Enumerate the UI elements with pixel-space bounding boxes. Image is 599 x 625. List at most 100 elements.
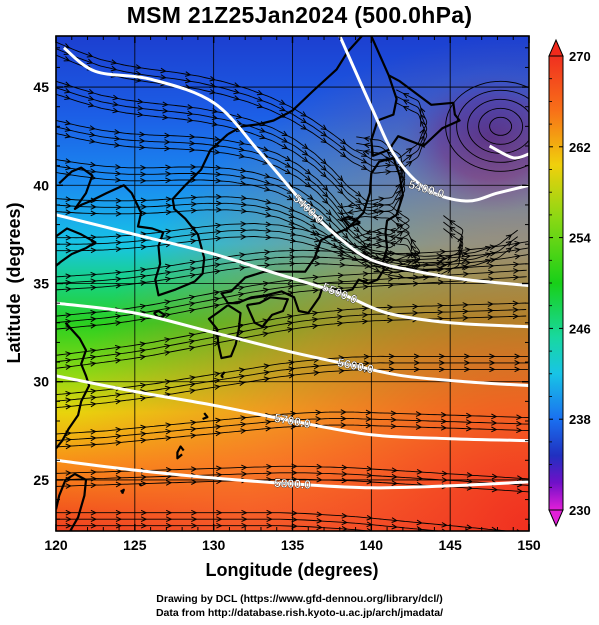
wind-arrowhead — [241, 522, 248, 529]
wind-arrowhead — [209, 82, 216, 88]
wind-arrowhead — [488, 263, 495, 269]
wind-arrowhead — [191, 509, 198, 516]
wind-arrowhead — [215, 235, 222, 242]
wind-arrowhead — [284, 155, 292, 162]
y-tick-label: 25 — [33, 472, 49, 488]
wind-arrowhead — [241, 464, 248, 471]
wind-arrowhead — [238, 146, 246, 153]
wind-arrowhead — [115, 246, 123, 253]
wind-arrowhead — [215, 465, 223, 472]
wind-arrowhead — [162, 114, 169, 121]
wind-arrowhead — [259, 133, 266, 140]
wind-arrowhead — [241, 471, 248, 477]
wind-arrowhead — [240, 180, 247, 187]
wind-arrowhead — [439, 262, 447, 268]
wind-arrowhead — [416, 475, 424, 482]
wind-arrowhead — [322, 191, 329, 198]
wind-arrowhead — [365, 422, 372, 429]
wind-arrowhead — [337, 188, 344, 195]
wind-arrowhead — [439, 255, 447, 262]
wind-arrowhead — [265, 212, 272, 218]
wind-arrowhead — [365, 229, 373, 235]
wind-arrowhead — [213, 290, 221, 296]
wind-arrowhead — [417, 533, 422, 538]
wind-arrowhead — [64, 81, 71, 87]
wind-arrowhead — [289, 247, 296, 254]
wind-arrowhead — [351, 242, 359, 249]
wind-arrowhead — [389, 257, 397, 263]
wind-arrowhead — [491, 420, 498, 426]
wind-arrowhead — [514, 360, 521, 366]
wind-arrowhead — [90, 234, 97, 241]
wind-arrowhead — [89, 168, 97, 174]
wind-arrowhead — [419, 128, 425, 135]
wind-arrowhead — [265, 205, 272, 212]
wind-arrowhead — [489, 353, 496, 360]
wind-arrowhead — [355, 197, 362, 204]
x-tick-label: 145 — [438, 537, 462, 553]
wind-arrowhead — [437, 302, 444, 309]
wind-arrowhead — [90, 522, 97, 529]
wind-arrowhead — [340, 145, 347, 152]
wind-arrowhead — [115, 392, 122, 398]
wind-arrowhead — [241, 516, 248, 523]
wind-arrowhead — [287, 327, 294, 333]
wind-arrowhead — [512, 313, 520, 320]
wind-arrowhead — [366, 514, 373, 521]
wind-arrowhead — [337, 181, 344, 189]
wind-arrowhead — [331, 236, 338, 242]
wind-arrowhead — [90, 469, 97, 476]
wind-arrowhead — [239, 252, 246, 258]
wind-arrowhead — [190, 426, 197, 433]
wind-arrowhead — [387, 304, 394, 311]
coastline-segment — [220, 156, 404, 315]
height-contour — [338, 36, 529, 203]
wind-arrowhead — [300, 117, 308, 124]
wind-arrowhead — [397, 260, 405, 267]
wind-arrowhead — [320, 131, 328, 137]
wind-arrowhead — [237, 329, 245, 336]
wind-arrowhead — [89, 138, 96, 144]
height-contour — [56, 458, 529, 490]
wind-arrowhead — [441, 477, 449, 483]
wind-arrowhead — [287, 283, 295, 290]
wind-arrowhead — [215, 171, 222, 178]
coastline-segment — [58, 133, 229, 297]
wind-arrowhead — [390, 410, 398, 417]
wind-arrowhead — [414, 263, 422, 269]
wind-arrowhead — [262, 146, 270, 152]
wind-arrowhead — [160, 74, 167, 80]
wind-arrowhead — [115, 233, 123, 240]
wind-arrowhead — [90, 428, 97, 435]
wind-arrowhead — [265, 199, 272, 205]
wind-arrowhead — [448, 219, 456, 226]
wind-arrowhead — [315, 409, 322, 416]
wind-arrowhead — [466, 485, 474, 491]
wind-arrowhead — [414, 256, 422, 263]
wind-arrowhead — [289, 237, 297, 244]
y-axis-label: Latitude (degrees) — [4, 202, 24, 363]
wind-arrowhead — [65, 158, 72, 164]
wind-arrowhead — [65, 397, 72, 404]
wind-arrowhead — [165, 202, 173, 209]
wind-arrowhead — [238, 140, 246, 146]
wind-arrowhead — [492, 534, 497, 539]
height-contour — [56, 301, 529, 388]
wind-arrowhead — [90, 322, 97, 329]
wind-arrowhead — [438, 366, 446, 373]
wind-arrowhead — [213, 334, 220, 340]
x-axis-label: Longitude (degrees) — [205, 560, 378, 580]
wind-arrowhead — [351, 255, 359, 262]
wind-arrowhead — [240, 174, 247, 180]
wind-arrowhead — [65, 273, 72, 280]
wind-arrowhead — [160, 67, 167, 74]
wind-arrowhead — [337, 314, 344, 320]
wind-arrowhead — [372, 201, 379, 208]
wind-arrowhead — [256, 102, 264, 109]
wind-arrowhead — [505, 234, 513, 241]
wind-arrowhead — [214, 255, 221, 262]
wind-arrowhead — [140, 431, 147, 437]
wind-arrowhead — [414, 250, 422, 256]
wind-arrowhead — [412, 274, 420, 281]
wind-arrowhead — [191, 516, 198, 523]
